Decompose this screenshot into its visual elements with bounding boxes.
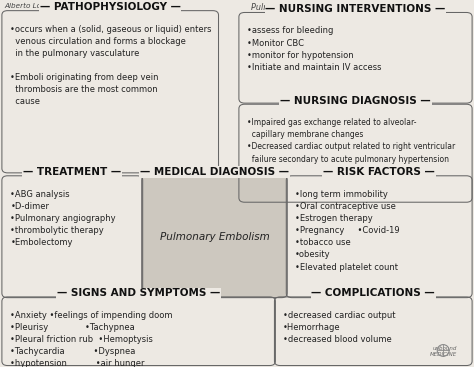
Text: — SIGNS AND SYMPTOMS —: — SIGNS AND SYMPTOMS —	[57, 288, 220, 298]
Text: — PATHOPHYSIOLOGY —: — PATHOPHYSIOLOGY —	[40, 2, 181, 12]
Text: — MEDICAL DIAGNOSIS —: — MEDICAL DIAGNOSIS —	[140, 167, 289, 177]
Text: unbound
MEDICINE: unbound MEDICINE	[430, 346, 457, 357]
Text: — NURSING DIAGNOSIS —: — NURSING DIAGNOSIS —	[280, 96, 431, 106]
Text: Alberto Lowry - Heinzinger: Alberto Lowry - Heinzinger	[5, 3, 101, 9]
FancyBboxPatch shape	[142, 176, 287, 298]
Text: — TREATMENT —: — TREATMENT —	[23, 167, 121, 177]
Text: •Impaired gas exchange related to alveolar-
  capillary membrane changes
•Decrea: •Impaired gas exchange related to alveol…	[247, 118, 456, 164]
Text: — RISK FACTORS —: — RISK FACTORS —	[323, 167, 435, 177]
Text: •occurs when a (solid, gaseous or liquid) enters
  venous circulation and forms : •occurs when a (solid, gaseous or liquid…	[10, 25, 212, 106]
Text: •decreased cardiac output
•Hemorrhage
•decreased blood volume: •decreased cardiac output •Hemorrhage •d…	[283, 311, 395, 344]
Text: •Anxiety •feelings of impending doom
•Pleurisy              •Tachypnea
•Pleural : •Anxiety •feelings of impending doom •Pl…	[10, 311, 173, 367]
Text: Pulmonary Embolism: Pulmonary Embolism	[160, 232, 269, 242]
Text: — COMPLICATIONS —: — COMPLICATIONS —	[311, 288, 435, 298]
Text: •ABG analysis
•D-dimer
•Pulmonary angiography
•thrombolytic therapy
•Embolectomy: •ABG analysis •D-dimer •Pulmonary angiog…	[10, 190, 116, 247]
Text: •assess for bleeding
•Monitor CBC
•monitor for hypotension
•Initiate and maintai: •assess for bleeding •Monitor CBC •monit…	[247, 26, 382, 72]
Text: — NURSING INTERVENTIONS —: — NURSING INTERVENTIONS —	[265, 4, 446, 14]
Text: Pulmonary Embolism: Pulmonary Embolism	[251, 3, 336, 12]
Text: •long term immobility
•Oral contraceptive use
•Estrogen therapy
•Pregnancy     •: •long term immobility •Oral contraceptiv…	[295, 190, 400, 272]
